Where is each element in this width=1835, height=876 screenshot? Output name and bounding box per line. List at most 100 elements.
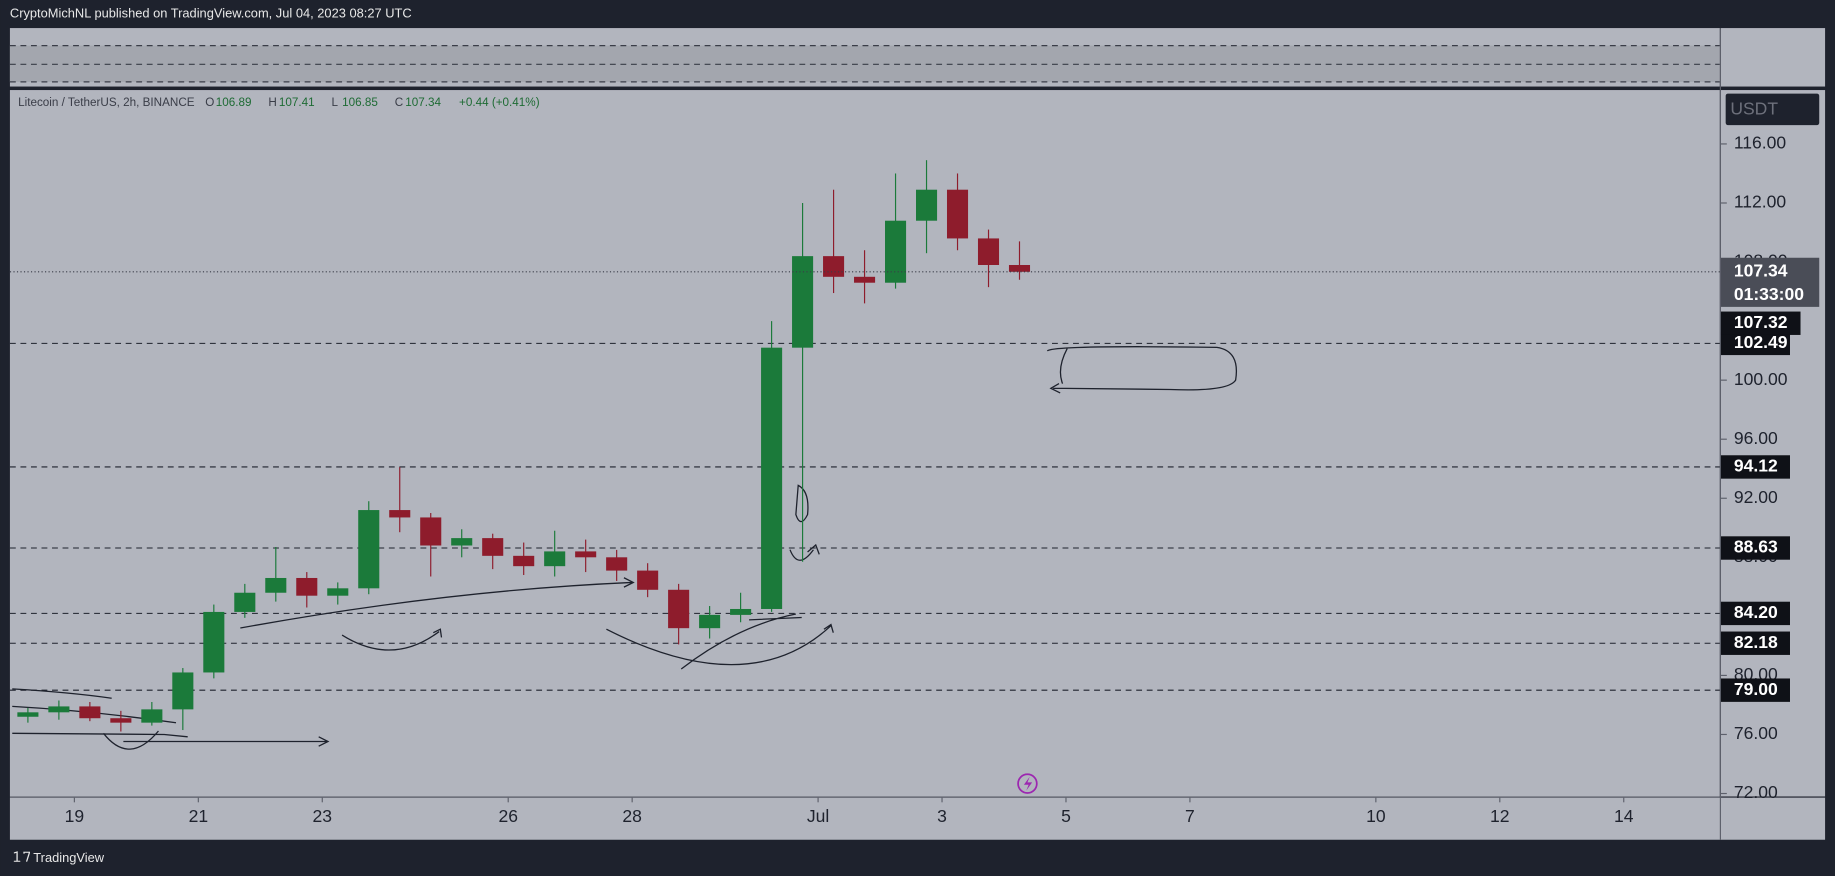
candle-body: [915, 189, 938, 221]
logo-mark: 𝟷𝟽: [12, 848, 32, 865]
change: +0.44 (+0.41%): [459, 96, 540, 109]
level-label: 82.18: [1734, 632, 1778, 652]
candle-body: [141, 709, 163, 723]
second-price-box: [1720, 311, 1801, 335]
level-label: 88.63: [1734, 537, 1778, 557]
hand-drawings: [12, 346, 1237, 750]
x-tick-label: 23: [313, 806, 333, 826]
x-tick-label: 26: [498, 806, 518, 826]
candle-body: [823, 256, 845, 277]
candle-body: [977, 238, 1000, 265]
drawing: [606, 623, 834, 666]
x-tick-label: 14: [1614, 806, 1634, 826]
x-tick-label: 5: [1061, 806, 1071, 826]
drawing: [102, 730, 159, 750]
x-tick-label: 21: [189, 806, 209, 826]
y-tick-label: 76.00: [1734, 723, 1778, 743]
candle-body: [513, 555, 535, 567]
ohlc-value: 106.89: [216, 96, 252, 109]
candle-body: [110, 718, 132, 723]
level-label: 84.20: [1734, 602, 1778, 622]
candle-body: [482, 538, 504, 556]
price-pane: [9, 90, 1720, 797]
x-tick-label: 12: [1490, 806, 1510, 826]
footer-brand: TradingView: [33, 850, 104, 865]
currency: USDT: [1730, 99, 1778, 119]
x-tick-label: 19: [65, 806, 85, 826]
level-label: 79.00: [1734, 679, 1778, 699]
countdown: 01:33:00: [1734, 284, 1804, 304]
drawing: [341, 628, 443, 651]
ohlc-value: 107.41: [279, 96, 315, 109]
candle-body: [172, 672, 194, 710]
candle-body: [575, 551, 597, 558]
candle-body: [265, 577, 287, 593]
candle-body: [699, 614, 721, 629]
level-box: [1720, 631, 1790, 655]
ohlc-key: C: [395, 96, 403, 109]
last-price-box: [1720, 257, 1820, 307]
y-tick-label: 96.00: [1734, 428, 1778, 448]
level-box: [1720, 455, 1790, 479]
candle-body: [730, 608, 752, 615]
level-label: 102.49: [1734, 332, 1788, 352]
y-tick-label: 112.00: [1734, 192, 1787, 212]
candle-body: [761, 347, 783, 609]
time-scale: [9, 797, 1826, 840]
last-price-label: 107.34: [1734, 260, 1788, 280]
drawing: [789, 543, 820, 561]
candle-body: [885, 220, 907, 283]
x-tick-label: 10: [1366, 806, 1386, 826]
event-icon-bolt: [1023, 776, 1033, 791]
candle-body: [606, 557, 628, 571]
candle-body: [792, 256, 814, 348]
x-tick-label: 7: [1185, 806, 1195, 826]
rsi-scale: [1720, 28, 1826, 87]
drawing: [123, 736, 330, 747]
ohlc-key: H: [268, 96, 276, 109]
candle-body: [544, 551, 566, 567]
candle-body: [854, 276, 876, 283]
candle-body: [668, 589, 690, 629]
drawing: [1046, 346, 1237, 394]
candle-body: [79, 706, 101, 719]
drawing: [240, 577, 635, 629]
ohlc-key: L: [332, 96, 339, 109]
publish-header: CryptoMichNL published on TradingView.co…: [10, 5, 412, 20]
candle-body: [389, 510, 411, 518]
drawing: [12, 688, 112, 699]
candle-body: [296, 577, 318, 596]
currency-box: [1725, 93, 1820, 126]
drawing: [795, 484, 809, 523]
candle-body: [358, 510, 380, 589]
candle-body: [420, 517, 442, 546]
y-tick-label: 72.00: [1734, 782, 1778, 802]
candle-body: [637, 570, 659, 590]
ohlc-value: 107.34: [405, 96, 441, 109]
level-box: [1720, 536, 1790, 560]
y-tick-label: 116.00: [1734, 133, 1787, 153]
candle-body: [48, 706, 70, 713]
candle-body: [17, 712, 39, 717]
y-tick-label: 100.00: [1734, 369, 1788, 389]
level-label: 94.12: [1734, 456, 1778, 476]
level-box: [1720, 601, 1790, 626]
candle-body: [1008, 264, 1031, 272]
level-box: [1720, 678, 1790, 702]
x-tick-label: 3: [937, 806, 947, 826]
ohlc-key: O: [205, 96, 214, 109]
second-price-label: 107.32: [1734, 312, 1788, 332]
x-tick-label: 28: [622, 806, 642, 826]
drawing: [680, 613, 802, 670]
candle-body: [451, 538, 473, 546]
candle-body: [946, 189, 969, 239]
drawing: [12, 732, 188, 738]
candle-body: [234, 592, 256, 612]
ohlc-value: 106.85: [342, 96, 378, 109]
y-tick-label: 92.00: [1734, 487, 1778, 507]
x-tick-label: Jul: [807, 806, 829, 826]
level-box: [1720, 331, 1790, 356]
symbol: Litecoin / TetherUS, 2h, BINANCE: [18, 96, 195, 109]
candle-body: [203, 611, 225, 673]
